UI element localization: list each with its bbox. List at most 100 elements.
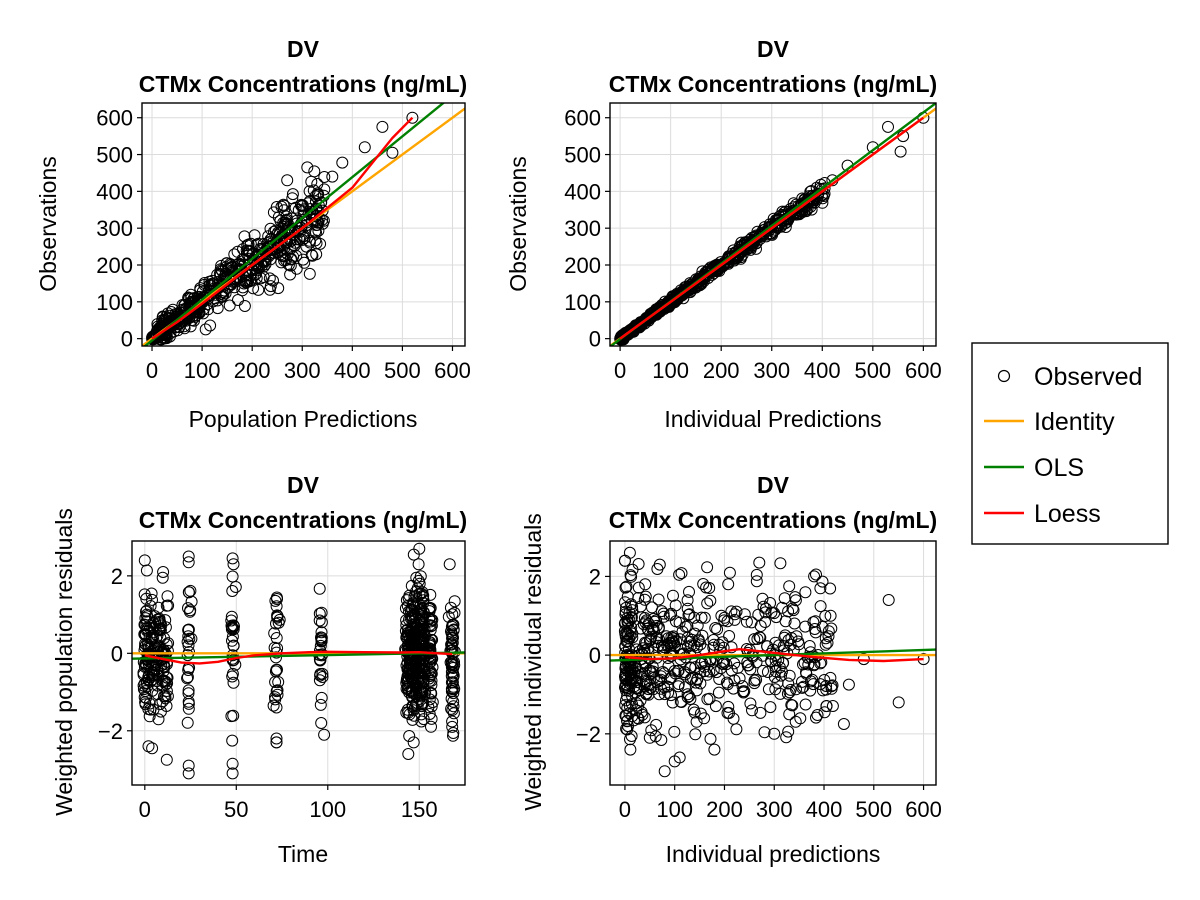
observed-point (618, 554, 631, 567)
observed-point (826, 679, 839, 692)
x-tick-label: 200 (703, 358, 740, 383)
observed-point (423, 674, 436, 687)
observed-point (722, 578, 735, 591)
x-tick-label: 600 (905, 797, 942, 822)
observed-point (284, 268, 297, 281)
observed-point (794, 712, 807, 725)
observed-point (774, 557, 787, 570)
observed-point (160, 753, 173, 766)
observed-point (271, 611, 284, 624)
observed-point (226, 621, 239, 634)
observed-point (184, 304, 197, 317)
observed-point (160, 685, 173, 697)
observed-point (778, 592, 791, 605)
x-tick-label: 0 (139, 797, 151, 822)
observed-point (220, 257, 233, 270)
observed-point (313, 614, 326, 627)
observed-point (447, 700, 460, 713)
observed-point (314, 668, 327, 680)
observed-point (690, 684, 703, 697)
observed-point (315, 626, 328, 639)
observed-point (759, 616, 772, 628)
observed-point (182, 550, 195, 563)
observed-point (270, 701, 283, 714)
observed-point (783, 669, 796, 682)
plot-content (132, 542, 465, 780)
observed-point (769, 636, 782, 649)
observed-point (819, 610, 832, 622)
observed-point (639, 578, 652, 591)
observed-point (803, 194, 816, 206)
observed-point (667, 589, 679, 602)
observed-point (820, 700, 833, 712)
legend: Observed Identity OLS Loess (971, 342, 1169, 545)
observed-point (704, 732, 717, 745)
observed-point (810, 711, 822, 724)
observed-point (182, 623, 195, 636)
y-tick-label: 400 (96, 179, 133, 204)
observed-point (652, 593, 665, 606)
observed-point (277, 216, 290, 229)
observed-point (264, 253, 277, 266)
observed-point (626, 631, 639, 644)
observed-point (182, 767, 195, 780)
legend-label-ols: OLS (1034, 454, 1084, 482)
y-axis-label: Observations (505, 156, 531, 292)
observed-point (649, 730, 662, 743)
observed-point (837, 718, 850, 730)
observed-point (225, 710, 238, 723)
observed-point (621, 690, 634, 703)
observed-point (226, 634, 238, 647)
observed-point (237, 243, 249, 256)
observed-point (326, 170, 339, 183)
panel-population-residuals-vs-time: DV CTMx Concentrations (ng/mL) 0 50 100 150… (51, 472, 467, 867)
observed-point (808, 570, 821, 583)
x-tick-label: 300 (756, 797, 793, 822)
observed-point (425, 667, 438, 680)
observed-point (748, 233, 761, 246)
observed-point (882, 120, 894, 133)
observed-point (722, 700, 735, 713)
observed-point (619, 581, 632, 594)
observed-point (738, 608, 751, 621)
observed-point (140, 691, 153, 704)
fit-lines (142, 103, 465, 346)
observed-point (753, 556, 766, 569)
x-tick-label: 500 (855, 797, 892, 822)
observed-point (315, 717, 328, 729)
observed-point (423, 693, 436, 706)
observed-point (311, 178, 324, 190)
x-tick-label: 0 (614, 358, 626, 383)
observed-point (741, 659, 754, 672)
x-tick-label: 0 (146, 358, 158, 383)
observed-point (666, 634, 679, 647)
observed-point (313, 674, 326, 687)
observed-point (424, 687, 437, 699)
observed-point (697, 578, 710, 590)
observed-point (673, 568, 686, 581)
observed-point (270, 736, 283, 749)
observed-point (819, 638, 832, 651)
observed-point (689, 676, 702, 689)
y-tick-label: 0 (121, 327, 133, 352)
observed-point (254, 272, 267, 285)
observed-point (146, 333, 159, 345)
observed-point (642, 683, 655, 696)
observed-point (182, 624, 195, 637)
observed-point (800, 205, 813, 218)
observed-point (818, 706, 831, 719)
observed-point (688, 706, 701, 719)
observed-point (181, 716, 194, 729)
observed-point (220, 261, 232, 274)
observed-point (783, 580, 796, 593)
x-axis-label: Time (278, 841, 328, 867)
observed-point (412, 558, 425, 571)
observed-point (774, 687, 787, 700)
observed-point (701, 597, 714, 610)
observed-point (746, 704, 758, 717)
observed-point (689, 728, 702, 741)
observed-point (206, 277, 219, 290)
observed-point (764, 701, 777, 714)
observed-point (736, 680, 749, 693)
observed-point (445, 692, 458, 705)
